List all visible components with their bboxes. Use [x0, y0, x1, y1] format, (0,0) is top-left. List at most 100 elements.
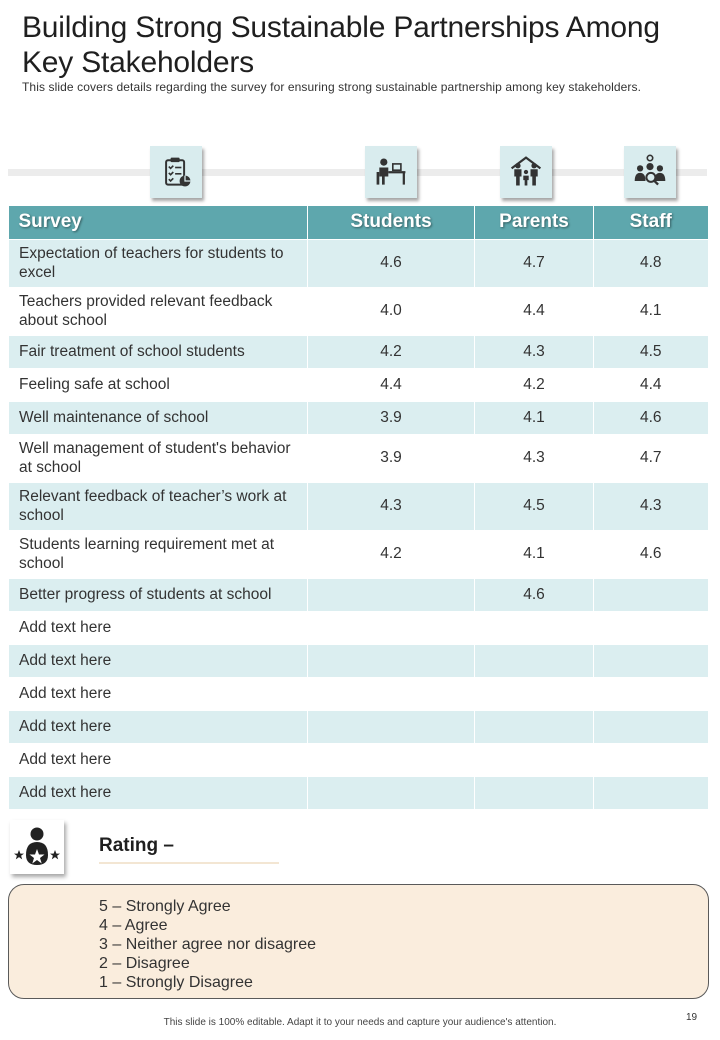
parents-score: 4.2	[474, 367, 594, 401]
students-score	[307, 676, 475, 710]
parents-score	[474, 709, 594, 743]
row-label: Students learning requirement met at sch…	[8, 529, 308, 578]
parents-score: 4.3	[474, 433, 594, 482]
row-label: Well maintenance of school	[8, 400, 308, 434]
table-row: Add text here	[8, 775, 708, 809]
row-label: Fair treatment of school students	[8, 334, 308, 368]
table-row: Add text here	[8, 709, 708, 743]
row-label: Well management of student's behavior at…	[8, 433, 308, 482]
row-label: Teachers provided relevant feedback abou…	[8, 286, 308, 335]
row-label[interactable]: Add text here	[8, 610, 308, 644]
parents-score: 4.4	[474, 286, 594, 335]
students-score	[307, 577, 475, 611]
parents-score	[474, 775, 594, 809]
staff-score: 4.6	[593, 400, 708, 434]
row-label: Expectation of teachers for students to …	[8, 238, 308, 287]
staff-score: 4.8	[593, 238, 708, 287]
parents-score: 4.1	[474, 400, 594, 434]
table-row: Feeling safe at school 4.4 4.2 4.4	[8, 367, 708, 401]
team-search-icon	[624, 146, 676, 198]
students-score: 4.6	[307, 238, 475, 287]
row-label[interactable]: Add text here	[8, 775, 308, 809]
rating-scale-item: 4 – Agree	[99, 917, 168, 934]
parents-score: 4.1	[474, 529, 594, 578]
table-row: Well maintenance of school 3.9 4.1 4.6	[8, 400, 708, 434]
staff-score: 4.3	[593, 481, 708, 530]
table-row: Fair treatment of school students 4.2 4.…	[8, 334, 708, 368]
column-header-parents: Parents	[474, 206, 594, 239]
table-row: Students learning requirement met at sch…	[8, 529, 708, 578]
rating-title: Rating –	[99, 835, 174, 856]
table-row: Well management of student's behavior at…	[8, 433, 708, 482]
students-score: 4.3	[307, 481, 475, 530]
parents-score: 4.7	[474, 238, 594, 287]
parents-score: 4.6	[474, 577, 594, 611]
staff-score: 4.4	[593, 367, 708, 401]
students-score	[307, 775, 475, 809]
column-header-students: Students	[307, 206, 475, 239]
rating-scale-list: 5 – Strongly Agree 4 – Agree 3 – Neither…	[99, 897, 316, 992]
row-label: Relevant feedback of teacher’s work at s…	[8, 481, 308, 530]
survey-table: Survey Students Parents Staff Expectatio…	[8, 206, 708, 809]
students-score: 3.9	[307, 433, 475, 482]
table-row: Teachers provided relevant feedback abou…	[8, 286, 708, 335]
footer-note: This slide is 100% editable. Adapt it to…	[163, 1017, 557, 1028]
staff-score	[593, 742, 708, 776]
students-score	[307, 610, 475, 644]
staff-score	[593, 643, 708, 677]
page-subtitle: This slide covers details regarding the …	[22, 80, 642, 94]
students-score	[307, 643, 475, 677]
rating-scale-item: 2 – Disagree	[99, 955, 190, 972]
staff-score: 4.6	[593, 529, 708, 578]
rating-scale-item: 1 – Strongly Disagree	[99, 974, 253, 991]
table-header-row: Survey Students Parents Staff	[8, 206, 708, 239]
rating-scale-box: 5 – Strongly Agree 4 – Agree 3 – Neither…	[8, 884, 709, 999]
table-row: Better progress of students at school 4.…	[8, 577, 708, 611]
student-at-desk-icon	[365, 146, 417, 198]
family-house-icon	[500, 146, 552, 198]
page-number: 19	[686, 1012, 698, 1023]
parents-score	[474, 643, 594, 677]
staff-score	[593, 676, 708, 710]
students-score	[307, 709, 475, 743]
clipboard-checklist-icon	[150, 146, 202, 198]
parents-score	[474, 676, 594, 710]
icon-stripe	[8, 169, 707, 176]
staff-score: 4.1	[593, 286, 708, 335]
column-header-survey: Survey	[8, 206, 308, 239]
table-row: Add text here	[8, 676, 708, 710]
row-label[interactable]: Add text here	[8, 709, 308, 743]
students-score: 4.2	[307, 334, 475, 368]
parents-score: 4.3	[474, 334, 594, 368]
row-label: Better progress of students at school	[8, 577, 308, 611]
staff-score	[593, 577, 708, 611]
parents-score	[474, 610, 594, 644]
staff-score: 4.7	[593, 433, 708, 482]
staff-score: 4.5	[593, 334, 708, 368]
staff-score	[593, 775, 708, 809]
parents-score	[474, 742, 594, 776]
row-label: Feeling safe at school	[8, 367, 308, 401]
table-row: Add text here	[8, 610, 708, 644]
rating-scale-item: 3 – Neither agree nor disagree	[99, 936, 317, 953]
staff-score	[593, 709, 708, 743]
rating-underline	[99, 862, 279, 864]
students-score: 4.2	[307, 529, 475, 578]
page-title: Building Strong Sustainable Partnerships…	[22, 11, 660, 79]
column-header-staff: Staff	[593, 206, 708, 239]
students-score: 4.4	[307, 367, 475, 401]
students-score	[307, 742, 475, 776]
staff-score	[593, 610, 708, 644]
students-score: 3.9	[307, 400, 475, 434]
row-label[interactable]: Add text here	[8, 643, 308, 677]
table-row: Add text here	[8, 742, 708, 776]
row-label[interactable]: Add text here	[8, 676, 308, 710]
row-label[interactable]: Add text here	[8, 742, 308, 776]
table-row: Expectation of teachers for students to …	[8, 238, 708, 287]
parents-score: 4.5	[474, 481, 594, 530]
table-row: Add text here	[8, 643, 708, 677]
person-stars-icon	[10, 820, 64, 874]
rating-scale-item: 5 – Strongly Agree	[99, 898, 231, 915]
table-row: Relevant feedback of teacher’s work at s…	[8, 481, 708, 530]
students-score: 4.0	[307, 286, 475, 335]
